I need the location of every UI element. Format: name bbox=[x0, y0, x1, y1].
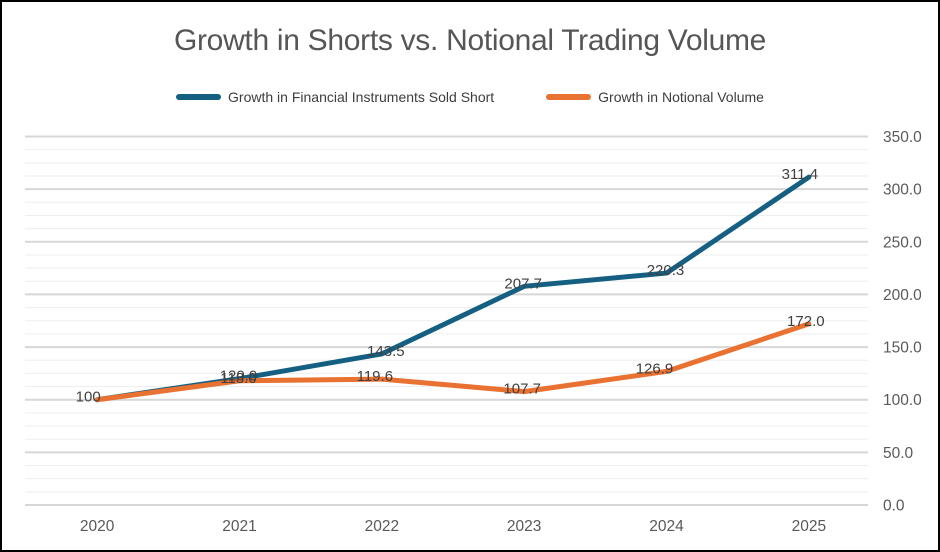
data-label-1-2023: 107.7 bbox=[503, 381, 541, 398]
y-tick-label: 200.0 bbox=[883, 287, 922, 304]
data-label-1-2025: 172.0 bbox=[787, 313, 825, 330]
legend-entry-notional[interactable]: Growth in Notional Volume bbox=[546, 89, 764, 105]
data-label-0-2020: 100 bbox=[76, 389, 101, 406]
x-tick-label: 2021 bbox=[222, 518, 256, 535]
data-label-1-2022: 119.6 bbox=[357, 368, 393, 385]
y-tick-label: 350.0 bbox=[883, 129, 922, 146]
x-tick-label: 2020 bbox=[80, 518, 115, 535]
series-line-0[interactable] bbox=[94, 174, 812, 403]
y-tick-label: 250.0 bbox=[883, 234, 922, 251]
legend-label-notional: Growth in Notional Volume bbox=[598, 89, 764, 105]
x-tick-label: 2025 bbox=[792, 518, 826, 535]
legend-entry-shorts[interactable]: Growth in Financial Instruments Sold Sho… bbox=[176, 89, 494, 105]
data-label-1-2021: 118.0 bbox=[220, 370, 256, 387]
chart-title: Growth in Shorts vs. Notional Trading Vo… bbox=[173, 24, 767, 57]
x-tick-label: 2022 bbox=[365, 518, 399, 535]
legend: Growth in Financial Instruments Sold Sho… bbox=[2, 89, 938, 105]
data-label-0-2024: 220.3 bbox=[647, 262, 685, 279]
y-tick-label: 150.0 bbox=[883, 340, 922, 357]
x-tick-label: 2023 bbox=[507, 518, 541, 535]
legend-swatch-shorts-icon bbox=[176, 94, 222, 100]
data-label-0-2021: 120.0 bbox=[220, 368, 258, 385]
data-label-0-2023: 207.7 bbox=[504, 275, 542, 292]
data-label-0-2025: 311.4 bbox=[782, 166, 818, 183]
data-label-0-2022: 143.5 bbox=[367, 343, 405, 360]
y-tick-label: 0.0 bbox=[883, 498, 905, 515]
y-tick-label: 50.0 bbox=[883, 445, 914, 462]
y-tick-label: 300.0 bbox=[883, 182, 922, 199]
x-tick-label: 2024 bbox=[649, 518, 684, 535]
legend-label-shorts: Growth in Financial Instruments Sold Sho… bbox=[228, 89, 495, 105]
data-label-1-2024: 126.9 bbox=[636, 360, 674, 377]
y-tick-label: 100.0 bbox=[883, 392, 922, 409]
legend-swatch-notional-icon bbox=[546, 94, 592, 100]
series-line-1[interactable] bbox=[94, 321, 812, 403]
